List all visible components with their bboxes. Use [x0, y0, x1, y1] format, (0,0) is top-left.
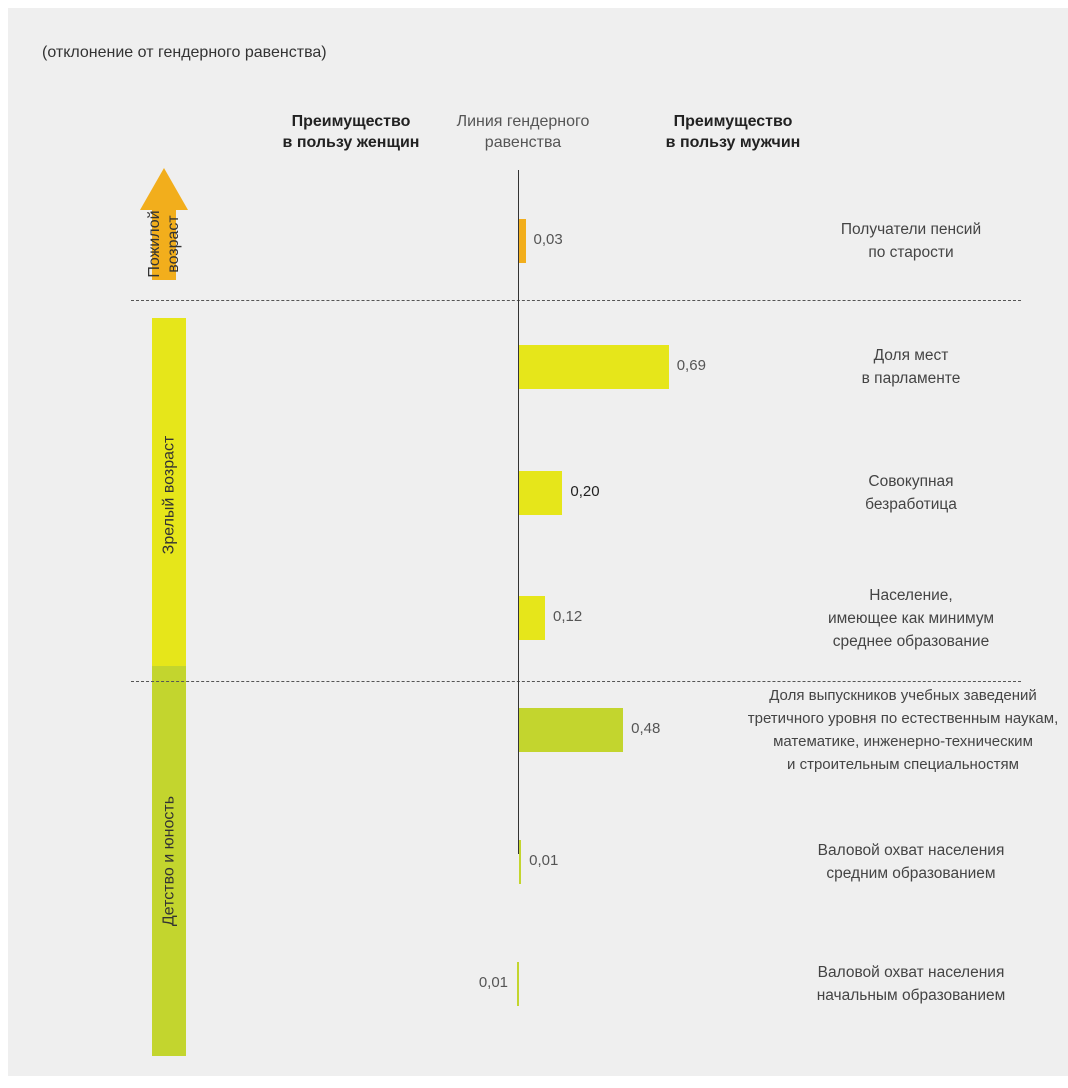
header-men-line-2: в пользу мужчин [665, 134, 801, 151]
chart-panel: (отклонение от гендерного равенства) Пре… [8, 8, 1068, 1076]
bar-parliament [519, 345, 669, 389]
header-men-advantage: Преимущество в пользу мужчин [658, 111, 808, 153]
row-label-line: Совокупная [868, 473, 954, 490]
row-label-line: по старости [868, 244, 954, 261]
row-label-line: средним образованием [826, 865, 996, 882]
bar-primary-enrollment [516, 962, 519, 1006]
row-label-secondary-enrollment: Валовой охват населения средним образован… [761, 839, 1061, 885]
row-label-line: и строительным специальностям [787, 756, 1019, 773]
bar-secondary-edu-population [519, 596, 546, 640]
value-label-secondary-enrollment: 0,01 [529, 852, 559, 869]
header-parity-line-2: равенства [484, 134, 562, 151]
header-women-advantage: Преимущество в пользу женщин [276, 111, 426, 153]
row-label-pensioners: Получатели пенсий по старости [761, 218, 1061, 264]
bar-tertiary-stem-graduates [519, 708, 624, 752]
row-label-line: в парламенте [861, 370, 961, 387]
row-label-line: Валовой охват населения [817, 842, 1005, 859]
gender-parity-line [518, 170, 519, 854]
chart-rows: 0,03 Получатели пенсий по старости 0,69 Доля… [8, 8, 1068, 1076]
row-label-line: третичного уровня по естественным наукам… [747, 710, 1059, 727]
row-label-line: Получатели пенсий [840, 221, 982, 238]
header-women-line-2: в пользу женщин [282, 134, 420, 151]
row-label-primary-enrollment: Валовой охват населения начальным образов… [761, 961, 1061, 1007]
row-label-line: имеющее как минимум [827, 609, 995, 627]
row-label-line: Доля мест [873, 347, 949, 364]
header-parity-line: Линия гендерного равенства [448, 111, 598, 153]
group-divider-1 [131, 300, 1021, 301]
row-label-line: Население, [869, 586, 953, 604]
row-label-line: безработица [865, 496, 957, 513]
group-divider-2 [131, 681, 1021, 682]
group-band-youth: Детство и юность [152, 666, 186, 1056]
chart-subtitle: (отклонение от гендерного равенства) [42, 44, 327, 61]
row-label-parliament: Доля мест в парламенте [761, 344, 1061, 390]
value-label-pensioners: 0,03 [533, 231, 563, 248]
bar-unemployment [519, 471, 563, 515]
row-label-unemployment: Совокупная безработица [761, 470, 1061, 516]
value-label-secondary-edu-population: 0,12 [553, 608, 583, 625]
row-label-line: начальным образованием [816, 987, 1006, 1004]
value-label-primary-enrollment: 0,01 [478, 974, 509, 991]
row-label-line: математике, инженерно-техническим [773, 733, 1033, 750]
group-band-mature: Зрелый возраст [152, 318, 186, 672]
value-label-parliament: 0,69 [676, 357, 706, 374]
bar-pensioners [519, 219, 526, 263]
row-label-secondary-edu-population: Население, имеющее как минимум среднее обр… [761, 584, 1061, 653]
value-label-unemployment: 0,20 [570, 483, 600, 500]
row-label-tertiary-stem-graduates: Доля выпускников учебных заведений третич… [738, 684, 1068, 776]
row-label-line: Валовой охват населения [817, 964, 1005, 981]
value-label-tertiary-stem-graduates: 0,48 [631, 720, 661, 737]
header-parity-line-1: Линия гендерного [456, 113, 590, 130]
header-women-line-1: Преимущество [291, 113, 411, 130]
group-band-elderly-arrow [140, 168, 188, 280]
row-label-line: среднее образование [832, 632, 990, 650]
header-men-line-1: Преимущество [673, 113, 793, 130]
bar-secondary-enrollment [519, 840, 522, 884]
row-label-line: Доля выпускников учебных заведений [769, 687, 1037, 704]
